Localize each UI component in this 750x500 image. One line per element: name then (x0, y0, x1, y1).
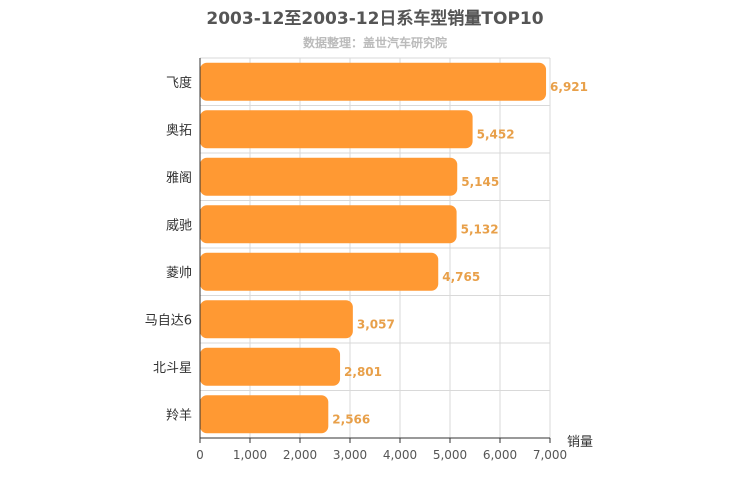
bar (200, 110, 473, 149)
value-label: 5,145 (461, 175, 499, 189)
bar (200, 205, 457, 244)
value-label: 4,765 (442, 270, 480, 284)
bar (200, 62, 547, 101)
x-tick-label: 5,000 (433, 448, 467, 462)
category-label: 北斗星 (153, 361, 192, 376)
value-label: 2,566 (332, 412, 370, 426)
bar (200, 347, 341, 386)
category-label: 威驰 (166, 218, 192, 233)
category-label: 雅阁 (166, 171, 192, 186)
category-label: 菱帅 (166, 266, 192, 281)
value-label: 2,801 (344, 365, 382, 379)
chart-subtitle: 数据整理：盖世汽车研究院 (303, 35, 447, 50)
category-label: 奥拓 (166, 123, 192, 138)
x-axis-label: 销量 (567, 435, 593, 450)
x-tick-label: 4,000 (383, 448, 417, 462)
bar (200, 157, 458, 196)
value-label: 5,132 (461, 222, 499, 236)
x-tick-label: 2,000 (283, 448, 317, 462)
category-label: 羚羊 (166, 407, 192, 423)
axes: 0 1,000 2,000 3,000 4,000 5,000 6,000 7,000 (196, 58, 567, 462)
x-tick-label: 6,000 (483, 448, 517, 462)
x-tick-label: 1,000 (233, 448, 267, 462)
value-label: 6,921 (550, 80, 588, 94)
x-tick-label: 7,000 (533, 448, 567, 462)
bar (200, 300, 353, 339)
bar (200, 252, 439, 291)
bars (200, 62, 547, 434)
labels: 飞度 6,921 奥拓 5,452 雅阁 5,145 威驰 5,132 菱帅 4,765 马自达6 3… (145, 75, 588, 427)
chart-title: 2003-12至2003-12日系车型销量TOP10 (206, 8, 543, 29)
category-label: 飞度 (166, 75, 192, 91)
category-label: 马自达6 (145, 313, 192, 328)
x-tick-label: 3,000 (333, 448, 367, 462)
value-label: 3,057 (357, 317, 395, 331)
value-label: 5,452 (477, 127, 515, 141)
grid-lines (200, 57, 551, 439)
bar (200, 395, 329, 434)
x-tick-label: 0 (196, 448, 204, 462)
